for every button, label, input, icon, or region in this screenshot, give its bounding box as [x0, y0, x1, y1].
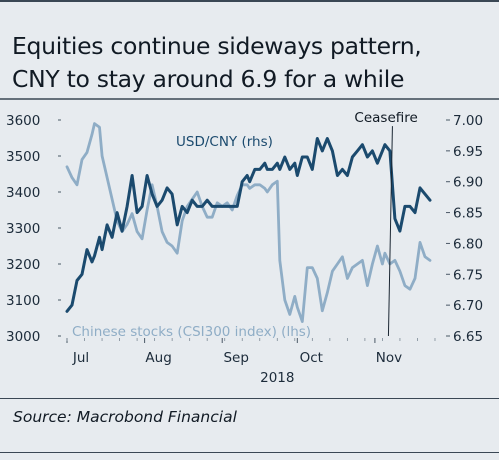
- left-axis-tick-label: 3100: [6, 293, 40, 309]
- x-axis-tick-label: Aug: [145, 350, 171, 366]
- line-chart: 3600 3500 3400 3300 3200 3100 3000 7.00 6.95 6.90…: [0, 98, 499, 386]
- source-note: Source: Macrobond Financial: [13, 408, 237, 426]
- x-axis-tick-label: Jul: [72, 350, 89, 366]
- chart-title-line-2: CNY to stay around 6.9 for a while: [12, 65, 405, 93]
- right-axis-tick-label: 6.85: [453, 206, 483, 222]
- top-rule: [0, 0, 499, 2]
- x-axis-tick-label: Nov: [376, 350, 402, 366]
- series-line-usdcny: [65, 137, 432, 313]
- right-axis-tick-label: 6.90: [453, 175, 483, 191]
- left-axis-tick-label: 3200: [6, 257, 40, 273]
- ceasefire-marker-line: [387, 126, 393, 337]
- right-axis-tick-label: 6.70: [453, 298, 483, 314]
- bottom-rule: [0, 452, 499, 453]
- source-rule: [0, 398, 499, 399]
- left-axis-tick-label: 3600: [6, 113, 40, 129]
- right-axis-tick-label: 6.75: [453, 267, 483, 283]
- x-axis-tick-label: Oct: [300, 350, 323, 366]
- chart-title-line-1: Equities continue sideways pattern,: [12, 32, 422, 60]
- right-axis-tick-label: 6.95: [453, 144, 483, 160]
- left-axis-tick-label: 3500: [6, 149, 40, 165]
- ceasefire-label: Ceasefire: [354, 110, 417, 126]
- series-line-csi300: [65, 122, 432, 324]
- x-axis-year-label: 2018: [260, 370, 294, 386]
- left-axis-tick-label: 3400: [6, 185, 40, 201]
- left-axis-tick-label: 3000: [6, 329, 40, 345]
- chart-title: Equities continue sideways pattern, CNY …: [12, 30, 492, 96]
- left-axis-tick-label: 3300: [6, 221, 40, 237]
- series-label-csi300: Chinese stocks (CSI300 index) (lhs): [72, 324, 311, 340]
- right-axis-tick-label: 7.00: [453, 113, 483, 129]
- right-axis-tick-label: 6.80: [453, 236, 483, 252]
- series-label-usdcny: USD/CNY (rhs): [176, 134, 273, 150]
- right-axis-tick-label: 6.65: [453, 329, 483, 345]
- x-axis-tick-label: Sep: [223, 350, 248, 366]
